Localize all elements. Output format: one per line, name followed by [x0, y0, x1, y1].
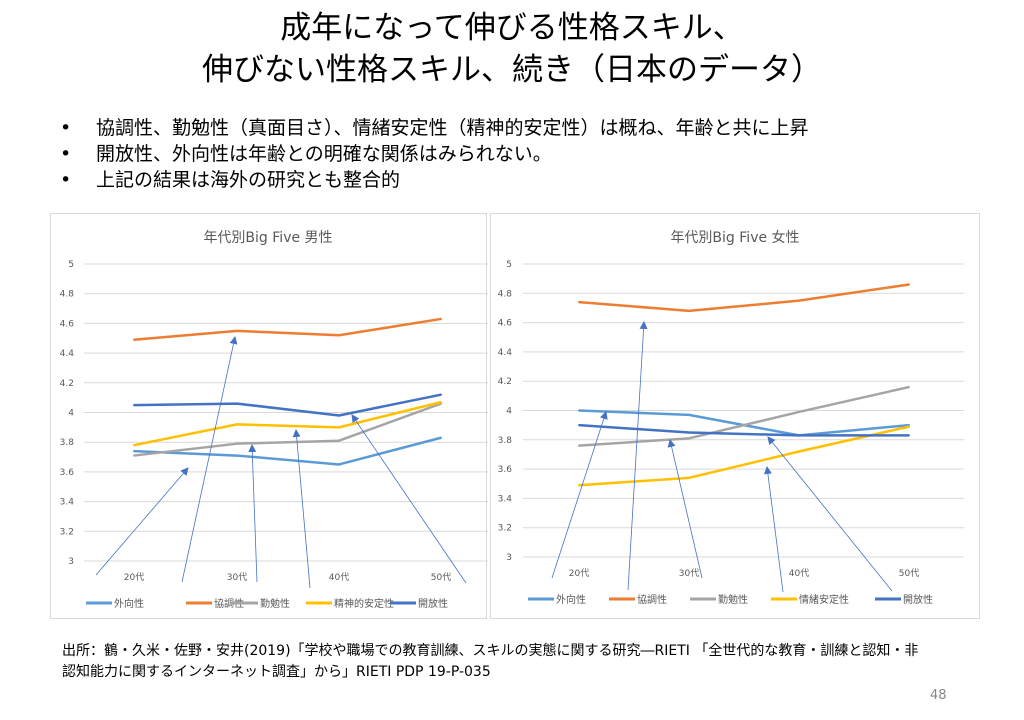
bullet-list: 協調性、勤勉性（真面目さ）、情緒安定性（精神的安定性）は概ね、年齢と共に上昇 開…	[60, 115, 809, 193]
slide-title-line1: 成年になって伸びる性格スキル、	[280, 10, 744, 46]
page-number: 48	[930, 688, 947, 703]
bullet-item: 協調性、勤勉性（真面目さ）、情緒安定性（精神的安定性）は概ね、年齢と共に上昇	[60, 115, 809, 141]
citation: 出所：鶴・久米・佐野・安井(2019)「学校や職場での教育訓練、スキルの実態に関…	[62, 641, 982, 683]
bullet-item: 開放性、外向性は年齢との明確な関係はみられない。	[60, 141, 809, 167]
bullet-item: 上記の結果は海外の研究とも整合的	[60, 167, 809, 193]
citation-line2: 認知能力に関するインターネット調査」から」RIETI PDP 19-P-035	[62, 664, 491, 680]
citation-line1: 出所：鶴・久米・佐野・安井(2019)「学校や職場での教育訓練、スキルの実態に関…	[62, 643, 919, 659]
chart-panel-female	[490, 213, 980, 619]
slide-title-line2: 伸びない性格スキル、続き（日本のデータ）	[202, 52, 822, 88]
chart-panel-male	[50, 213, 487, 619]
